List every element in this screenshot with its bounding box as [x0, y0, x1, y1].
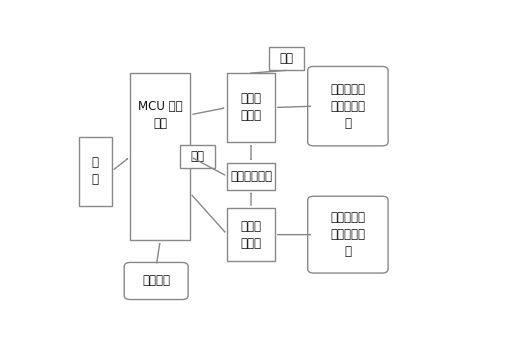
- Text: 流量监测模块: 流量监测模块: [230, 170, 272, 183]
- FancyBboxPatch shape: [269, 46, 304, 71]
- Text: 数控电
磁支阀: 数控电 磁支阀: [240, 219, 262, 250]
- FancyBboxPatch shape: [227, 163, 275, 190]
- Text: 厨房等夜间
非必需水管
网: 厨房等夜间 非必需水管 网: [330, 211, 365, 258]
- FancyBboxPatch shape: [180, 144, 215, 169]
- Text: 总阀: 总阀: [279, 52, 293, 65]
- FancyBboxPatch shape: [307, 196, 388, 273]
- Text: MCU 控制
终端: MCU 控制 终端: [138, 100, 182, 130]
- FancyBboxPatch shape: [130, 73, 190, 240]
- FancyBboxPatch shape: [227, 208, 275, 261]
- Text: 电
源: 电 源: [92, 156, 99, 186]
- FancyBboxPatch shape: [79, 137, 112, 205]
- FancyBboxPatch shape: [307, 66, 388, 146]
- Text: 数控电
磁阀门: 数控电 磁阀门: [240, 93, 262, 122]
- FancyBboxPatch shape: [124, 262, 188, 300]
- FancyBboxPatch shape: [227, 73, 275, 142]
- Text: 厕所等夜间
必需用水管
网: 厕所等夜间 必需用水管 网: [330, 83, 365, 130]
- Text: 反馈: 反馈: [190, 150, 204, 163]
- Text: 通信模块: 通信模块: [142, 275, 170, 288]
